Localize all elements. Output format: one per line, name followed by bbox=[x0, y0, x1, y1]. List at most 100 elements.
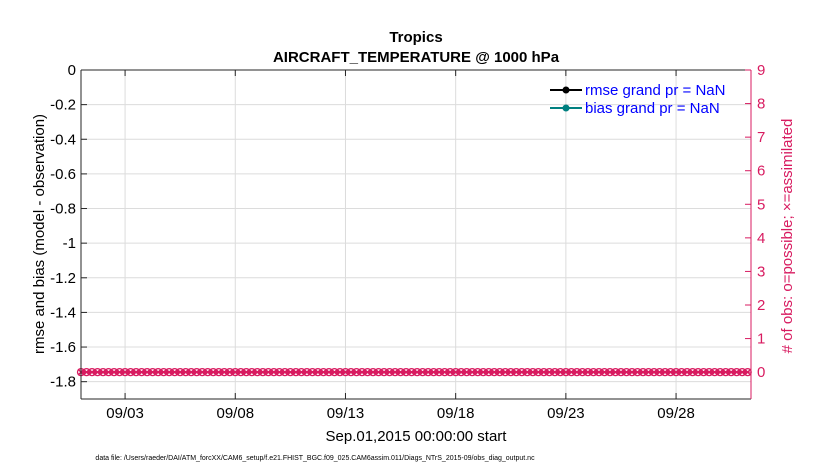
obs-possible-marker bbox=[297, 367, 306, 377]
y-tick-label: -0.2 bbox=[50, 97, 76, 114]
y-tick-label: 0 bbox=[68, 62, 76, 79]
obs-possible-marker bbox=[572, 367, 582, 377]
obs-possible-marker bbox=[484, 367, 493, 377]
obs-possible-marker bbox=[534, 367, 543, 377]
obs-possible-marker bbox=[368, 367, 378, 377]
obs-possible-marker bbox=[550, 367, 559, 377]
obs-possible-marker bbox=[324, 367, 334, 377]
x-tick-label: 09/03 bbox=[106, 405, 144, 422]
obs-possible-marker bbox=[732, 367, 741, 377]
obs-possible-marker bbox=[220, 367, 229, 377]
obs-possible-marker bbox=[490, 367, 499, 377]
obs-possible-marker bbox=[616, 367, 626, 377]
obs-possible-marker bbox=[302, 367, 312, 377]
y-tick-label: -0.4 bbox=[50, 131, 76, 148]
legend-bias-label: bias grand pr = NaN bbox=[585, 100, 720, 117]
chart-subtitle: AIRCRAFT_TEMPERATURE @ 1000 hPa bbox=[273, 49, 560, 66]
obs-possible-marker bbox=[379, 367, 389, 377]
obs-possible-marker bbox=[131, 367, 141, 377]
y2-axis-label: # of obs: o=possible; ×=assimilated bbox=[779, 119, 796, 354]
obs-possible-marker bbox=[545, 367, 554, 377]
x-tick-label: 09/23 bbox=[547, 405, 585, 422]
obs-possible-marker bbox=[578, 367, 587, 377]
obs-possible-marker bbox=[727, 367, 736, 377]
y-tick-label: -1.8 bbox=[50, 374, 76, 391]
obs-possible-marker bbox=[148, 367, 157, 377]
obs-possible-marker bbox=[468, 367, 477, 377]
x-tick-label: 09/13 bbox=[327, 405, 365, 422]
obs-possible-marker bbox=[440, 367, 449, 377]
obs-possible-marker bbox=[236, 367, 245, 377]
obs-possible-marker bbox=[137, 367, 146, 377]
obs-possible-marker bbox=[517, 367, 526, 377]
obs-possible-marker bbox=[153, 367, 163, 377]
obs-possible-marker bbox=[600, 367, 609, 377]
y-axis-label: rmse and bias (model - observation) bbox=[31, 114, 48, 354]
grid-layer bbox=[81, 69, 751, 399]
obs-possible-marker bbox=[319, 367, 328, 377]
y-tick-label: -1.6 bbox=[50, 339, 76, 356]
obs-possible-marker bbox=[198, 367, 207, 377]
obs-possible-marker bbox=[275, 367, 284, 377]
obs-possible-marker bbox=[682, 367, 692, 377]
obs-possible-marker bbox=[457, 367, 466, 377]
y2-tick-label: 5 bbox=[757, 196, 765, 213]
obs-possible-marker bbox=[98, 367, 108, 377]
obs-possible-marker bbox=[396, 367, 405, 377]
obs-possible-marker bbox=[346, 367, 356, 377]
data-file-footnote: data file: /Users/raeder/DAI/ATM_forcXX/… bbox=[95, 455, 535, 462]
y2-tick-label: 4 bbox=[757, 230, 765, 247]
obs-possible-marker bbox=[611, 367, 620, 377]
obs-possible-marker bbox=[170, 367, 179, 377]
y-tick-label: -1.2 bbox=[50, 270, 76, 287]
obs-possible-marker bbox=[291, 367, 301, 377]
obs-possible-marker bbox=[539, 367, 548, 377]
plot-area bbox=[81, 70, 751, 399]
obs-possible-marker bbox=[567, 367, 576, 377]
obs-possible-marker bbox=[556, 367, 565, 377]
obs-possible-marker bbox=[181, 367, 190, 377]
obs-possible-marker bbox=[721, 367, 730, 377]
obs-possible-marker bbox=[209, 367, 218, 377]
data-layer bbox=[76, 367, 752, 377]
obs-possible-marker bbox=[462, 367, 471, 377]
obs-possible-marker bbox=[710, 367, 719, 377]
obs-possible-marker bbox=[479, 367, 488, 377]
obs-possible-marker bbox=[666, 367, 675, 377]
x-tick-label: 09/18 bbox=[437, 405, 475, 422]
obs-possible-marker bbox=[633, 367, 642, 377]
obs-possible-marker bbox=[352, 367, 361, 377]
y2-tick-label: 6 bbox=[757, 163, 765, 180]
obs-possible-marker bbox=[385, 367, 394, 377]
obs-possible-marker bbox=[280, 367, 290, 377]
obs-possible-marker bbox=[523, 367, 532, 377]
obs-possible-marker bbox=[451, 367, 460, 377]
obs-possible-marker bbox=[627, 367, 637, 377]
obs-possible-marker bbox=[655, 367, 664, 377]
obs-possible-marker bbox=[192, 367, 201, 377]
obs-possible-marker bbox=[115, 367, 124, 377]
y2-tick-label: 2 bbox=[757, 297, 765, 314]
obs-possible-marker bbox=[638, 367, 648, 377]
obs-possible-marker bbox=[418, 367, 427, 377]
legend-bias-marker bbox=[562, 104, 570, 112]
obs-possible-marker bbox=[341, 367, 350, 377]
obs-possible-marker bbox=[258, 367, 267, 377]
obs-possible-marker bbox=[253, 367, 262, 377]
legend-rmse-label: rmse grand pr = NaN bbox=[585, 82, 725, 99]
obs-possible-marker bbox=[704, 367, 714, 377]
obs-possible-marker bbox=[501, 367, 510, 377]
obs-possible-marker bbox=[699, 367, 708, 377]
obs-possible-marker bbox=[677, 367, 686, 377]
obs-possible-marker bbox=[126, 367, 135, 377]
x-tick-label: 09/28 bbox=[657, 405, 695, 422]
obs-possible-marker bbox=[423, 367, 433, 377]
obs-possible-marker bbox=[446, 367, 455, 377]
obs-possible-marker bbox=[649, 367, 659, 377]
chart-title: Tropics bbox=[389, 29, 442, 46]
obs-possible-marker bbox=[473, 367, 482, 377]
y-tick-label: -1 bbox=[63, 235, 76, 252]
y-tick-label: -0.8 bbox=[50, 201, 76, 218]
tick-layer: 09/03 09/08 09/13 09/18 09/23 09/28 0 -0.2 -0.4 -… bbox=[50, 62, 765, 422]
